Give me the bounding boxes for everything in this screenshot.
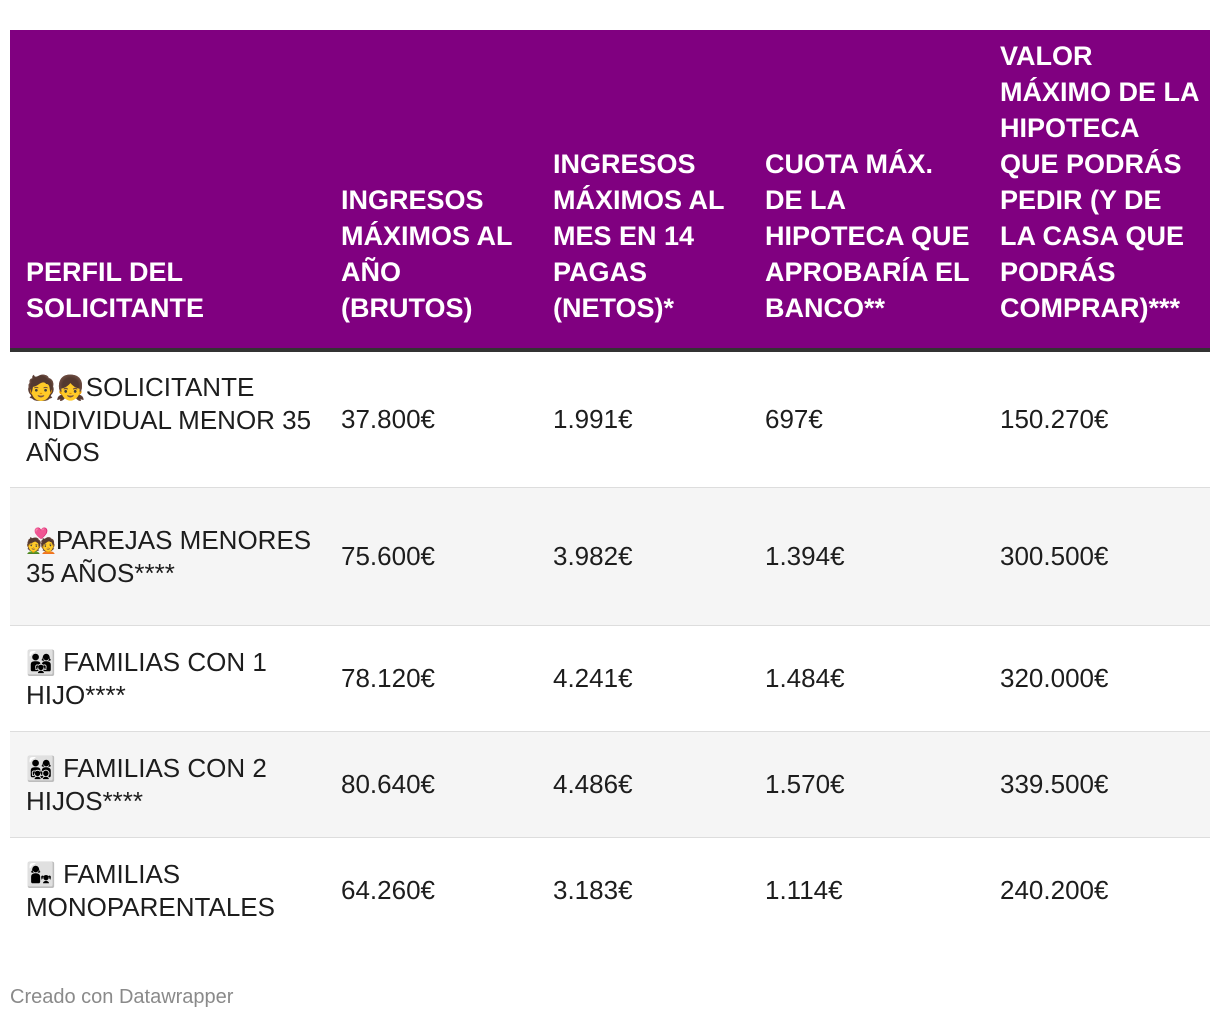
single-parent-family-icon: 👩‍👧 [26,860,56,889]
datawrapper-credit: Creado con Datawrapper [10,986,234,1008]
header-cuota-maxima: CUOTA MÁX. DE LA HIPOTECA QUE APROBARÍA … [749,30,984,352]
profile-label: FAMILIAS CON 1 HIJO**** [26,646,267,710]
family-two-children-icon: 👨‍👩‍👧‍👦 [26,754,56,783]
table-body: 🧑👧SOLICITANTE INDIVIDUAL MENOR 35 AÑOS 3… [10,350,1210,943]
profile-label: FAMILIAS MONOPARENTALES [26,858,275,922]
max-value-cell: 339.500€ [984,731,1210,838]
monthly-income-cell: 3.183€ [553,875,633,906]
monthly-income-cell: 3.982€ [537,487,749,626]
header-row: PERFIL DEL SOLICITANTE INGRESOS MÁXIMOS … [10,30,1210,352]
mortgage-quota-cell: 1.570€ [749,731,984,838]
couple-with-heart-icon: 💑 [26,526,56,555]
table-row: 👨‍👩‍👧 FAMILIAS CON 1 HIJO**** 78.120€ 4.… [10,625,1210,732]
profile-cell: 🧑👧SOLICITANTE INDIVIDUAL MENOR 35 AÑOS [10,350,325,488]
max-value-cell: 300.500€ [984,487,1210,626]
profile-cell: 👨‍👩‍👧 FAMILIAS CON 1 HIJO**** [10,625,325,732]
table-row: 🧑👧SOLICITANTE INDIVIDUAL MENOR 35 AÑOS 3… [10,350,1210,488]
max-value-cell: 150.270€ [984,350,1210,488]
annual-income-cell: 78.120€ [325,625,537,732]
mortgage-quota-cell: 1.394€ [749,487,984,626]
annual-income-cell: 75.600€ [325,487,537,626]
header-ingresos-anuales: INGRESOS MÁXIMOS AL AÑO (BRUTOS) [325,30,537,352]
header-valor-maximo: VALOR MÁXIMO DE LA HIPOTECA QUE PODRÁS P… [984,30,1210,352]
header-perfil: PERFIL DEL SOLICITANTE [10,30,325,352]
table-row: 💑PAREJAS MENORES 35 AÑOS**** 75.600€ 3.9… [10,487,1210,626]
profile-label: PAREJAS MENORES 35 AÑOS**** [26,524,312,588]
mortgage-quota-cell: 1.114€ [765,875,843,906]
table-row: 👨‍👩‍👧‍👦 FAMILIAS CON 2 HIJOS**** 80.640€… [10,731,1210,838]
family-one-child-icon: 👨‍👩‍👧 [26,648,56,677]
profile-cell: 👩‍👧 FAMILIAS MONOPARENTALES [10,837,325,943]
mortgage-quota-cell: 1.484€ [749,625,984,732]
mortgage-table: PERFIL DEL SOLICITANTE INGRESOS MÁXIMOS … [10,30,1210,943]
profile-cell: 👨‍👩‍👧‍👦 FAMILIAS CON 2 HIJOS**** [10,731,325,838]
max-value-cell: 240.200€ [1000,875,1109,906]
table-row: 👩‍👧 FAMILIAS MONOPARENTALES 64.260€ 3.18… [10,837,1210,943]
profile-cell: 💑PAREJAS MENORES 35 AÑOS**** [10,487,325,626]
mortgage-quota-cell: 697€ [749,350,984,488]
max-value-cell: 320.000€ [984,625,1210,732]
monthly-income-cell: 1.991€ [537,350,749,488]
mortgage-table-container: PERFIL DEL SOLICITANTE INGRESOS MÁXIMOS … [10,30,1210,943]
profile-label: SOLICITANTE INDIVIDUAL MENOR 35 AÑOS [26,371,312,467]
person-and-girl-icon: 🧑👧 [26,373,86,402]
annual-income-cell: 37.800€ [325,350,537,488]
profile-label: FAMILIAS CON 2 HIJOS**** [26,752,267,816]
annual-income-cell: 80.640€ [325,731,537,838]
table-header: PERFIL DEL SOLICITANTE INGRESOS MÁXIMOS … [10,30,1210,352]
monthly-income-cell: 4.486€ [537,731,749,838]
annual-income-cell: 64.260€ [341,875,435,906]
monthly-income-cell: 4.241€ [537,625,749,732]
header-ingresos-mensuales: INGRESOS MÁXIMOS AL MES EN 14 PAGAS (NET… [537,30,749,352]
